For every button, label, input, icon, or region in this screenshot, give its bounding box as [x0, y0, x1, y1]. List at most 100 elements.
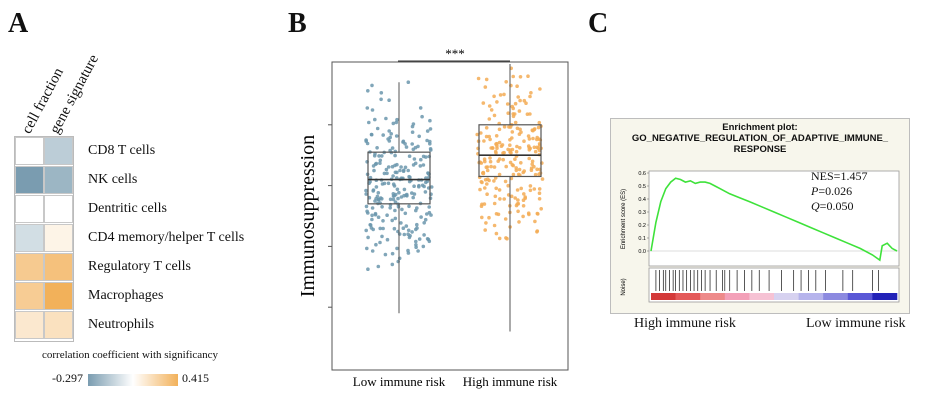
data-point	[394, 120, 399, 125]
data-point	[533, 219, 537, 224]
data-point	[484, 134, 489, 139]
data-point	[497, 172, 502, 177]
data-point	[510, 130, 515, 134]
data-point	[524, 101, 528, 105]
data-point	[365, 106, 370, 110]
heatmap-cell	[15, 195, 44, 223]
data-point	[393, 208, 397, 213]
data-point	[420, 114, 424, 119]
data-point	[397, 190, 401, 195]
data-point	[492, 223, 497, 228]
data-point	[403, 165, 408, 170]
data-point	[370, 249, 375, 253]
data-point	[485, 168, 490, 173]
data-point	[364, 139, 368, 143]
data-point	[531, 136, 535, 141]
data-point	[375, 146, 379, 150]
heatmap-cell	[44, 282, 73, 310]
data-point	[391, 192, 396, 196]
data-point	[384, 167, 389, 172]
ranked-list-bar-segment	[724, 293, 750, 300]
gsea-title-line: GO_NEGATIVE_REGULATION_OF_ADAPTIVE_IMMUN…	[631, 133, 889, 144]
data-point	[511, 106, 515, 111]
heatmap-row-label: Macrophages	[88, 288, 164, 303]
data-point	[528, 188, 533, 193]
data-point	[386, 181, 391, 186]
data-point	[425, 237, 430, 241]
data-point	[494, 151, 498, 155]
gsea-title: Enrichment plot: GO_NEGATIVE_REGULATION_…	[611, 122, 909, 155]
heatmap-row-label: CD8 T cells	[88, 143, 156, 158]
data-point	[393, 216, 398, 221]
data-point	[394, 134, 399, 138]
boxplot-frame	[331, 61, 569, 371]
data-point	[401, 169, 406, 173]
data-point	[381, 219, 385, 223]
panel-a-label: A	[8, 8, 29, 39]
data-point	[487, 104, 492, 108]
data-point	[376, 264, 381, 269]
data-point	[479, 161, 484, 165]
data-point	[390, 262, 395, 267]
data-point	[406, 251, 411, 255]
data-point	[395, 187, 400, 192]
data-point	[535, 145, 539, 150]
data-point	[388, 197, 393, 202]
data-point	[390, 146, 395, 150]
data-point	[492, 165, 497, 169]
data-point	[485, 192, 489, 196]
data-point	[416, 249, 420, 253]
data-point	[518, 75, 523, 79]
data-point	[373, 152, 377, 156]
data-point	[528, 94, 532, 99]
data-point	[475, 132, 479, 137]
data-point	[482, 139, 486, 143]
data-point	[383, 252, 388, 257]
es-y-tick-label: 0.1	[638, 236, 646, 242]
data-point	[481, 101, 486, 105]
gsea-title-line: Enrichment plot:	[722, 122, 798, 133]
data-point	[507, 125, 511, 129]
data-point	[366, 267, 370, 271]
heatmap-row-label: NK cells	[88, 172, 138, 187]
data-point	[397, 256, 402, 261]
data-point	[411, 195, 415, 200]
data-point	[535, 211, 540, 216]
data-point	[510, 147, 515, 152]
data-point	[390, 218, 394, 223]
data-point	[411, 122, 416, 126]
heatmap-legend-title: correlation coefficient with significanc…	[42, 349, 219, 361]
ranked-list-bar-segment	[847, 293, 873, 300]
data-point	[391, 197, 396, 202]
data-point	[429, 148, 433, 152]
data-point	[533, 172, 538, 177]
p-value-symbol: P	[811, 184, 819, 198]
data-point	[412, 184, 416, 188]
data-point	[497, 188, 502, 192]
data-point	[513, 196, 517, 200]
data-point	[367, 120, 371, 125]
data-point	[489, 108, 494, 112]
data-point	[429, 213, 433, 217]
data-point	[517, 109, 522, 113]
data-point	[508, 160, 513, 165]
data-point	[483, 228, 487, 232]
data-point	[428, 127, 433, 131]
data-point	[536, 125, 541, 130]
data-point	[412, 192, 417, 196]
data-point	[372, 168, 376, 173]
data-point	[422, 221, 426, 225]
data-point	[380, 182, 385, 186]
data-point	[503, 217, 508, 221]
es-y-label: Enrichment score (ES)	[621, 189, 627, 249]
data-point	[404, 145, 409, 149]
data-point	[427, 205, 431, 209]
data-point	[537, 172, 541, 176]
data-point	[538, 87, 542, 91]
data-point	[488, 137, 492, 142]
data-point	[395, 117, 399, 122]
data-point	[376, 197, 381, 202]
data-point	[365, 246, 369, 251]
es-y-tick-label: 0.6	[638, 171, 646, 177]
q-value-symbol: Q	[811, 199, 820, 213]
